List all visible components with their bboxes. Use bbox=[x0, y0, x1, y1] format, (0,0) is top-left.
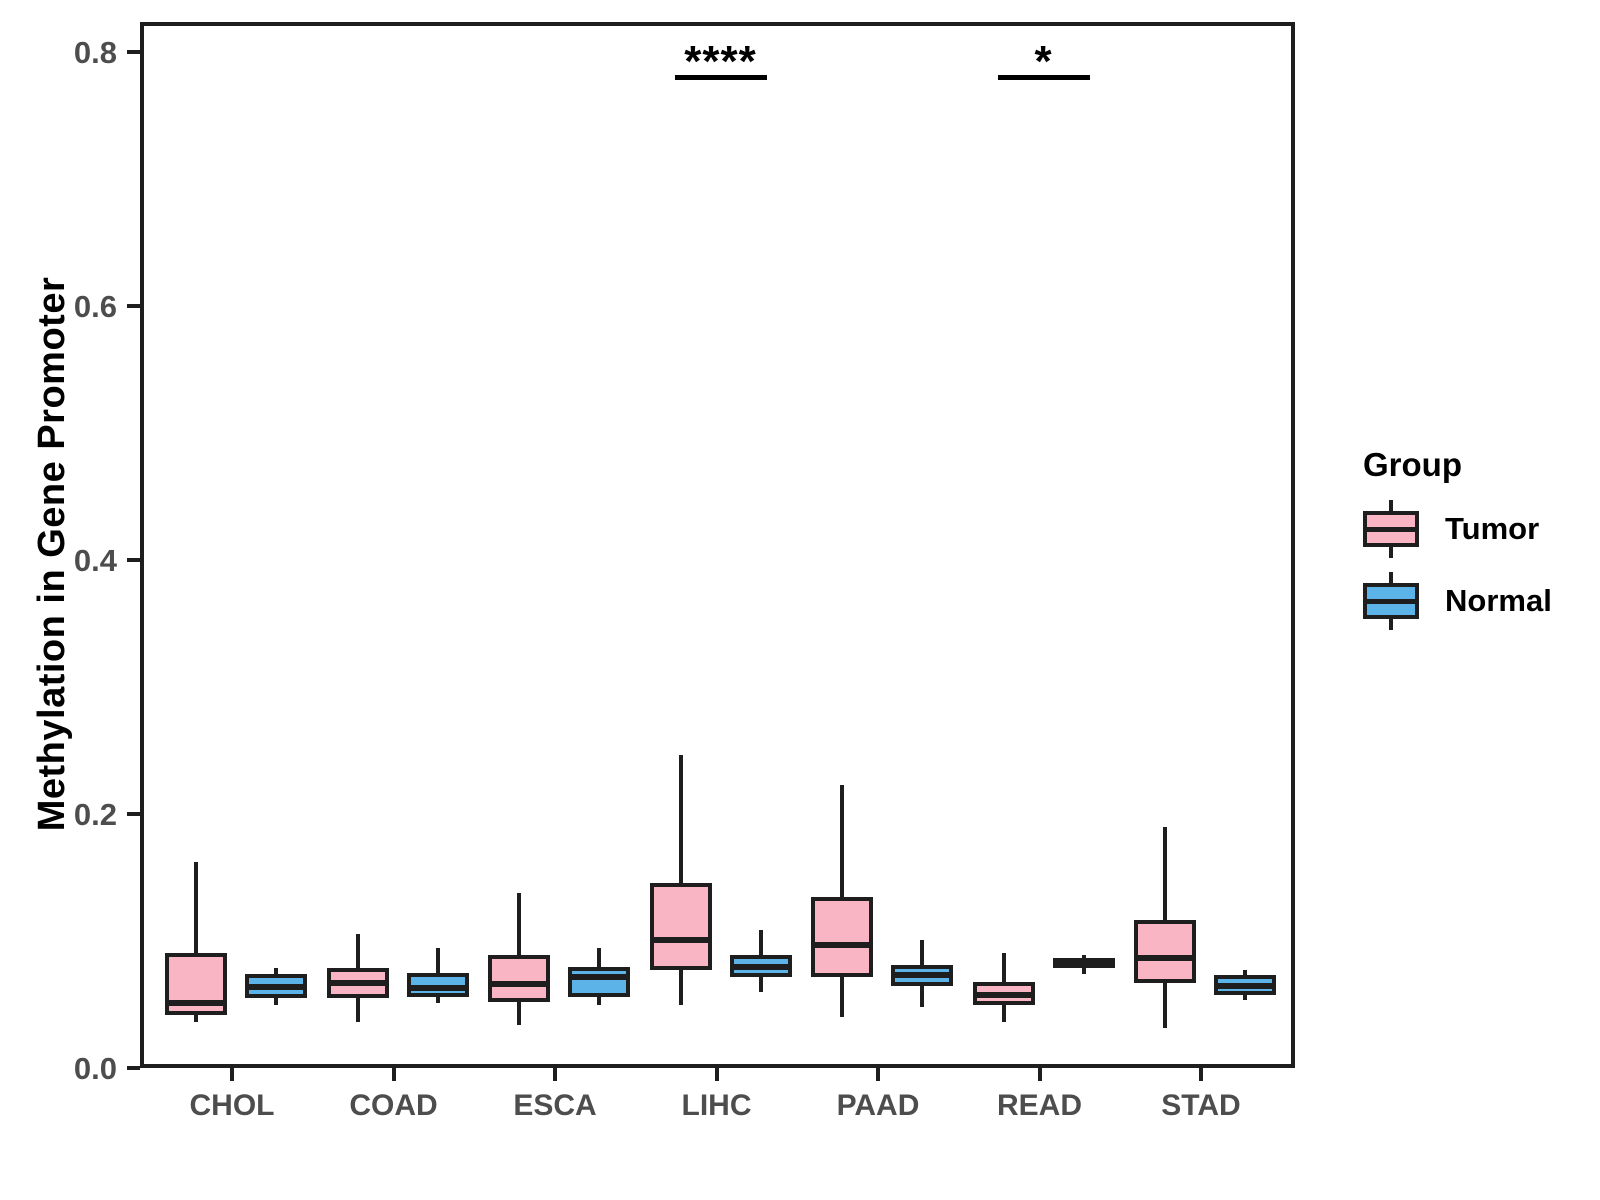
x-tick-label-stad: STAD bbox=[1161, 1089, 1241, 1122]
significance-bar-read bbox=[997, 75, 1090, 80]
significance-bar-lihc bbox=[674, 75, 767, 80]
significance-label-read: * bbox=[1034, 37, 1053, 86]
whisker-chol-tumor bbox=[194, 862, 198, 1023]
median-chol-tumor bbox=[165, 1000, 227, 1007]
legend-label-normal: Normal bbox=[1445, 583, 1552, 618]
box-esca-normal bbox=[568, 966, 630, 998]
x-tick-label-paad: PAAD bbox=[836, 1089, 920, 1122]
median-read-tumor bbox=[972, 991, 1035, 998]
y-tick-label: 0.0 bbox=[73, 1051, 117, 1086]
x-tick-label-chol: CHOL bbox=[189, 1089, 275, 1122]
legend-key-median bbox=[1363, 599, 1419, 604]
box-esca-tumor bbox=[488, 955, 550, 1003]
legend: Group Tumor Normal bbox=[1363, 448, 1583, 644]
y-tick-mark bbox=[127, 50, 140, 54]
y-tick-label: 0.8 bbox=[73, 35, 117, 70]
median-stad-normal bbox=[1214, 982, 1276, 989]
x-tick-label-coad: COAD bbox=[349, 1089, 438, 1122]
box-stad-tumor bbox=[1134, 919, 1196, 984]
median-paad-normal bbox=[891, 972, 953, 979]
plot-panel: **** * bbox=[140, 22, 1295, 1068]
box-lihc-tumor bbox=[649, 882, 712, 971]
median-coad-tumor bbox=[326, 980, 389, 987]
x-tick-mark bbox=[230, 1068, 234, 1081]
legend-title: Group bbox=[1363, 446, 1462, 483]
x-tick-mark bbox=[876, 1068, 880, 1081]
legend-item-normal: Normal bbox=[1363, 572, 1583, 630]
significance-label-lihc: **** bbox=[684, 37, 757, 86]
y-tick-mark bbox=[127, 558, 140, 562]
y-tick-mark bbox=[127, 1066, 140, 1070]
y-tick-mark bbox=[127, 304, 140, 308]
legend-label-tumor: Tumor bbox=[1445, 511, 1540, 546]
median-stad-tumor bbox=[1134, 954, 1196, 961]
y-tick-mark bbox=[127, 812, 140, 816]
whisker-lihc-tumor bbox=[678, 754, 683, 1005]
legend-key-normal bbox=[1363, 572, 1419, 630]
median-lihc-normal bbox=[729, 963, 792, 970]
x-tick-mark bbox=[391, 1068, 396, 1081]
x-tick-mark bbox=[1037, 1068, 1042, 1081]
x-tick-mark bbox=[714, 1068, 719, 1081]
x-tick-mark bbox=[1199, 1068, 1203, 1081]
median-paad-tumor bbox=[811, 942, 873, 948]
legend-item-tumor: Tumor bbox=[1363, 500, 1583, 558]
y-tick-label: 0.6 bbox=[73, 289, 117, 324]
x-tick-label-lihc: LIHC bbox=[681, 1089, 752, 1122]
median-read-normal bbox=[1052, 959, 1115, 966]
median-coad-normal bbox=[406, 985, 469, 992]
legend-key-tumor bbox=[1363, 500, 1419, 558]
x-tick-label-esca: ESCA bbox=[513, 1089, 597, 1122]
median-esca-normal bbox=[568, 973, 630, 980]
y-tick-label: 0.4 bbox=[73, 543, 117, 578]
median-esca-tumor bbox=[488, 981, 550, 988]
x-tick-mark bbox=[553, 1068, 557, 1081]
box-coad-normal bbox=[406, 972, 469, 998]
median-lihc-tumor bbox=[649, 936, 712, 943]
box-paad-tumor bbox=[811, 896, 873, 977]
legend-key-median bbox=[1363, 527, 1419, 532]
median-chol-normal bbox=[245, 983, 307, 990]
x-tick-label-read: READ bbox=[996, 1089, 1082, 1122]
y-tick-label: 0.2 bbox=[73, 797, 117, 832]
